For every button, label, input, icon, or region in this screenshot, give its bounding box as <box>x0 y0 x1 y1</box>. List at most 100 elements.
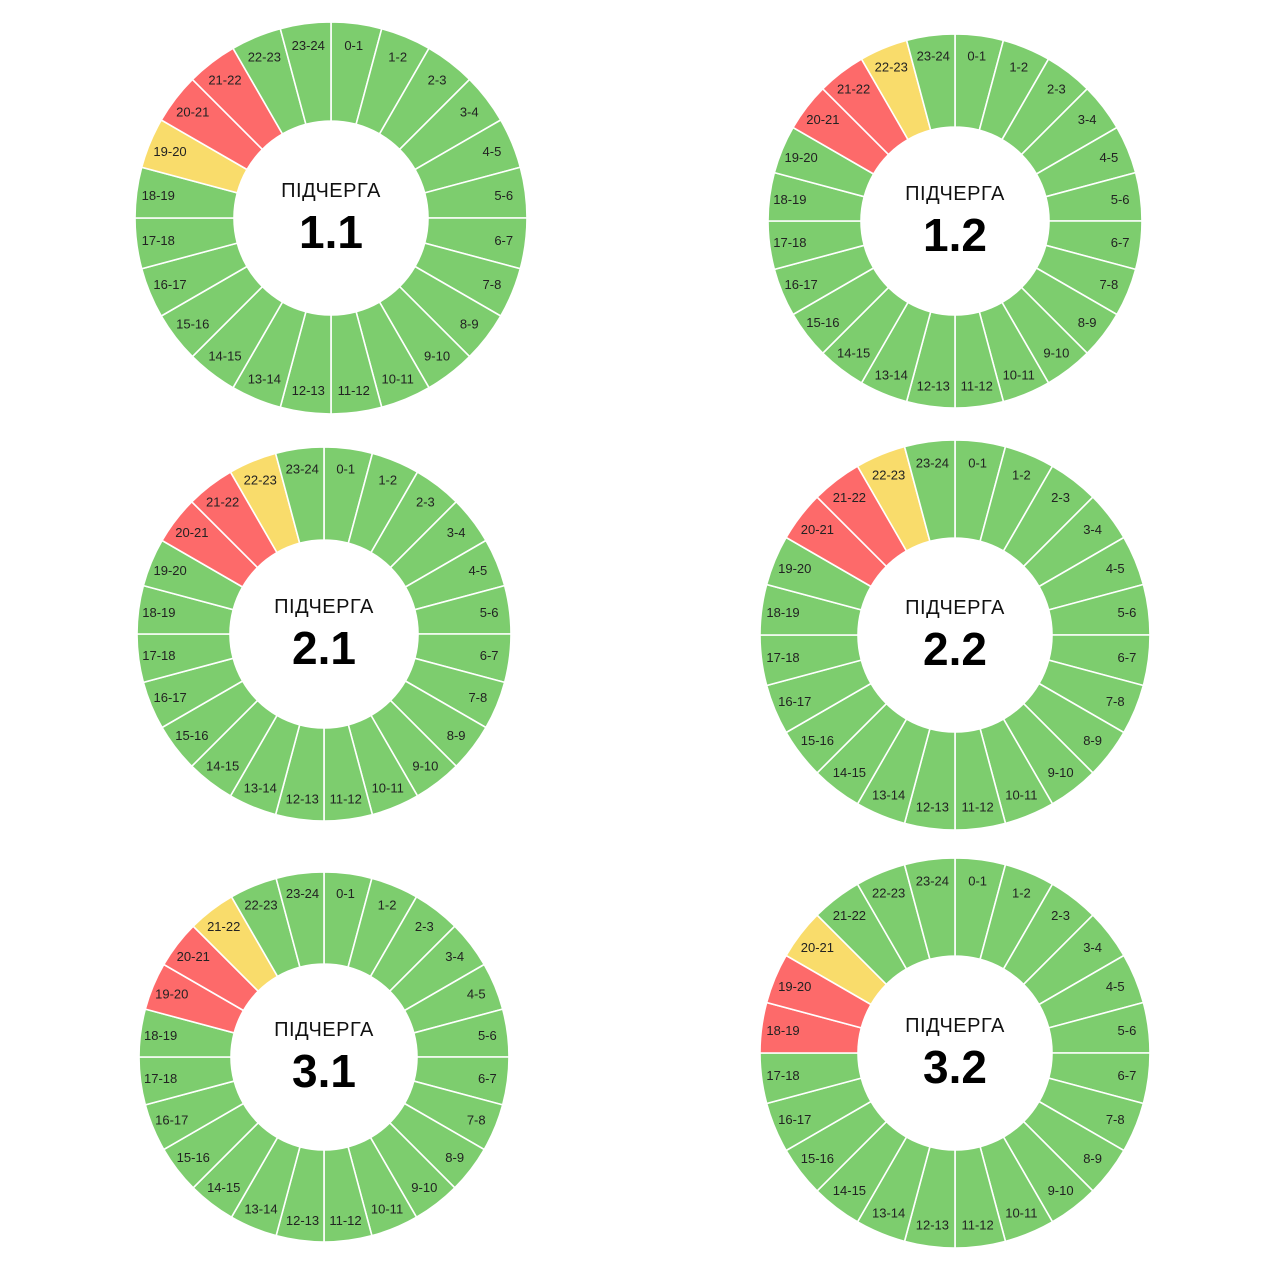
hour-label-20-21: 20-21 <box>801 940 834 955</box>
hour-label-13-14: 13-14 <box>875 367 908 382</box>
hour-label-4-5: 4-5 <box>1099 150 1118 165</box>
hour-label-1-2: 1-2 <box>388 50 407 65</box>
hour-label-22-23: 22-23 <box>875 60 908 75</box>
hour-label-11-12: 11-12 <box>961 1217 993 1232</box>
hour-label-19-20: 19-20 <box>778 979 811 994</box>
hour-label-15-16: 15-16 <box>801 1151 834 1166</box>
hour-label-11-12: 11-12 <box>961 799 993 814</box>
hour-label-4-5: 4-5 <box>1106 979 1125 994</box>
queue-3-1-wheel: 0-1 1-2 2-3 3-4 4-5 5-6 6-7 7-8 8-9 9-10 10-11 11-1… <box>138 871 510 1243</box>
hour-label-0-1: 0-1 <box>344 38 363 53</box>
hour-label-23-24: 23-24 <box>916 456 949 471</box>
queue-caption: ПІДЧЕРГА <box>274 596 374 618</box>
hour-label-14-15: 14-15 <box>206 759 239 774</box>
hour-label-21-22: 21-22 <box>206 494 239 509</box>
hour-label-21-22: 21-22 <box>207 919 240 934</box>
hour-label-9-10: 9-10 <box>411 1180 437 1195</box>
hour-label-13-14: 13-14 <box>244 780 277 795</box>
queue-1-2-wheel: 0-1 1-2 2-3 3-4 4-5 5-6 6-7 7-8 8-9 9-10 10-11 11-1… <box>767 33 1143 409</box>
hour-label-2-3: 2-3 <box>1051 908 1070 923</box>
hour-label-5-6: 5-6 <box>494 188 513 203</box>
hour-label-16-17: 16-17 <box>778 1112 811 1127</box>
hour-segment-23-24 <box>903 857 956 961</box>
hour-segment-23-24 <box>279 21 332 126</box>
hour-label-16-17: 16-17 <box>778 694 811 709</box>
hour-label-5-6: 5-6 <box>480 605 499 620</box>
hour-label-8-9: 8-9 <box>447 728 466 743</box>
hour-label-16-17: 16-17 <box>785 277 818 292</box>
hour-label-19-20: 19-20 <box>778 561 811 576</box>
hour-label-16-17: 16-17 <box>154 690 187 705</box>
hour-label-0-1: 0-1 <box>336 461 355 476</box>
hour-label-10-11: 10-11 <box>382 371 414 386</box>
hour-label-7-8: 7-8 <box>467 1113 486 1128</box>
hour-label-22-23: 22-23 <box>244 473 277 488</box>
hour-label-0-1: 0-1 <box>967 48 986 63</box>
hour-label-18-19: 18-19 <box>142 188 175 203</box>
hour-label-1-2: 1-2 <box>1012 885 1031 900</box>
hour-label-13-14: 13-14 <box>244 1202 277 1217</box>
hour-label-14-15: 14-15 <box>837 346 870 361</box>
hour-label-6-7: 6-7 <box>1118 650 1137 665</box>
hour-label-7-8: 7-8 <box>483 277 502 292</box>
queue-number: 3.1 <box>292 1045 356 1097</box>
hour-label-17-18: 17-18 <box>773 235 806 250</box>
hour-label-11-12: 11-12 <box>338 383 370 398</box>
hour-label-18-19: 18-19 <box>766 1023 799 1038</box>
hour-label-8-9: 8-9 <box>1078 315 1097 330</box>
hour-label-20-21: 20-21 <box>176 104 209 119</box>
queue-number: 3.2 <box>923 1041 987 1093</box>
queue-2-2-wheel: 0-1 1-2 2-3 3-4 4-5 5-6 6-7 7-8 8-9 9-10 10-11 11-1… <box>759 439 1151 831</box>
queue-3-2-wheel: 0-1 1-2 2-3 3-4 4-5 5-6 6-7 7-8 8-9 9-10 10-11 11-1… <box>759 857 1151 1249</box>
hour-label-22-23: 22-23 <box>248 50 281 65</box>
hour-label-22-23: 22-23 <box>872 885 905 900</box>
hour-label-15-16: 15-16 <box>801 733 834 748</box>
hour-label-5-6: 5-6 <box>478 1028 497 1043</box>
queue-caption: ПІДЧЕРГА <box>281 180 381 202</box>
hour-label-18-19: 18-19 <box>142 605 175 620</box>
hour-label-1-2: 1-2 <box>378 473 397 488</box>
hour-label-7-8: 7-8 <box>468 690 487 705</box>
hour-label-11-12: 11-12 <box>961 379 993 394</box>
queue-number: 1.2 <box>923 209 987 261</box>
hour-label-15-16: 15-16 <box>177 1150 210 1165</box>
queue-caption: ПІДЧЕРГА <box>905 597 1005 619</box>
hour-label-2-3: 2-3 <box>1047 81 1066 96</box>
hour-label-9-10: 9-10 <box>1048 1183 1074 1198</box>
hour-label-23-24: 23-24 <box>286 461 319 476</box>
hour-label-12-13: 12-13 <box>917 379 950 394</box>
hour-label-3-4: 3-4 <box>1078 112 1097 127</box>
hour-label-7-8: 7-8 <box>1106 694 1125 709</box>
queue-number: 2.1 <box>292 622 356 674</box>
hour-label-13-14: 13-14 <box>248 371 281 386</box>
hour-label-1-2: 1-2 <box>1012 467 1031 482</box>
hour-label-21-22: 21-22 <box>208 72 241 87</box>
hour-label-17-18: 17-18 <box>144 1071 177 1086</box>
hour-label-17-18: 17-18 <box>766 650 799 665</box>
hour-label-7-8: 7-8 <box>1106 1112 1125 1127</box>
hour-label-10-11: 10-11 <box>1003 367 1035 382</box>
hour-label-8-9: 8-9 <box>1083 733 1102 748</box>
hour-label-6-7: 6-7 <box>480 648 499 663</box>
hour-label-22-23: 22-23 <box>872 467 905 482</box>
hour-label-10-11: 10-11 <box>372 780 404 795</box>
hour-label-14-15: 14-15 <box>207 1180 240 1195</box>
hour-label-8-9: 8-9 <box>460 317 479 332</box>
hour-label-3-4: 3-4 <box>1083 522 1102 537</box>
hour-label-23-24: 23-24 <box>292 38 325 53</box>
hour-label-17-18: 17-18 <box>142 648 175 663</box>
hour-label-3-4: 3-4 <box>1083 940 1102 955</box>
hour-label-2-3: 2-3 <box>416 494 435 509</box>
queue-number: 1.1 <box>299 206 363 258</box>
hour-label-12-13: 12-13 <box>916 799 949 814</box>
hour-label-19-20: 19-20 <box>154 563 187 578</box>
hour-label-9-10: 9-10 <box>1048 765 1074 780</box>
hour-label-11-12: 11-12 <box>330 792 362 807</box>
hour-label-15-16: 15-16 <box>176 317 209 332</box>
hour-label-9-10: 9-10 <box>424 349 450 364</box>
hour-label-19-20: 19-20 <box>785 150 818 165</box>
hour-label-7-8: 7-8 <box>1099 277 1118 292</box>
hour-label-17-18: 17-18 <box>766 1068 799 1083</box>
hour-label-3-4: 3-4 <box>460 104 479 119</box>
